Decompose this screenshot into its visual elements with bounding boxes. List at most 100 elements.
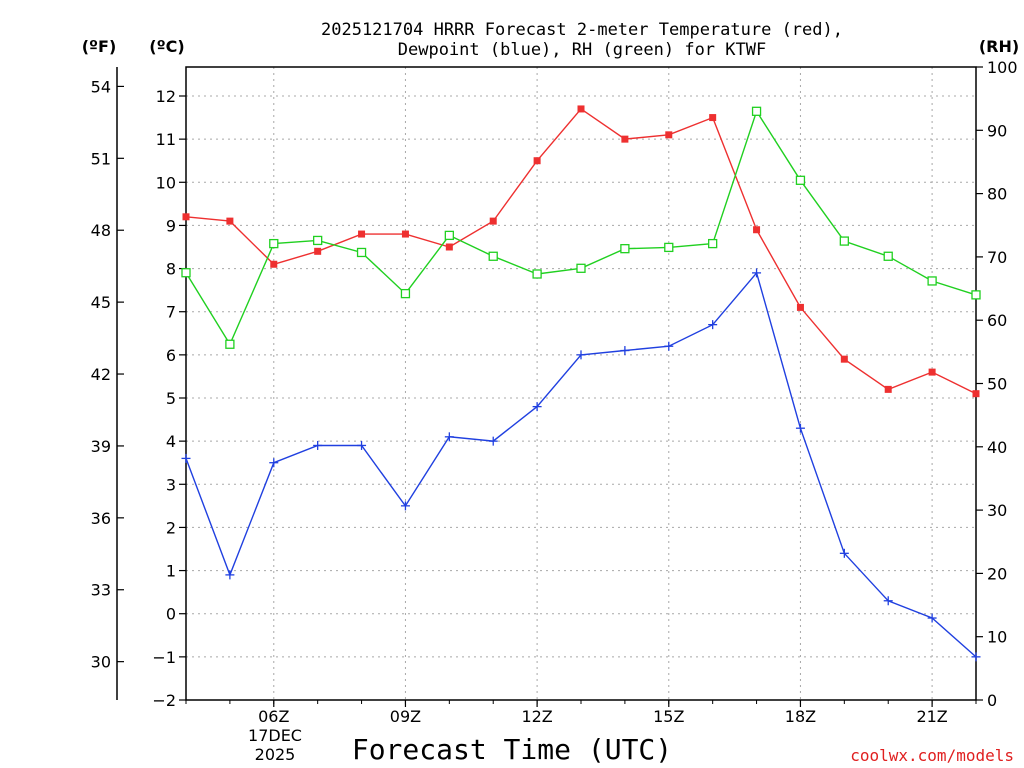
- temperature-point: [972, 390, 980, 398]
- rh-tick-label: 70: [987, 248, 1007, 267]
- axes: [116, 66, 977, 701]
- celsius-tick-label: 0: [166, 605, 176, 624]
- dewpoint-point: [313, 440, 323, 450]
- temperature-point: [182, 213, 190, 221]
- temperature-point: [270, 260, 278, 268]
- chart-title-line-2: Dewpoint (blue), RH (green) for KTWF: [398, 40, 766, 60]
- ticks: −2−1012345678910111230333639424548515401…: [91, 58, 1018, 726]
- fahrenheit-tick-label: 39: [91, 437, 111, 456]
- series: [181, 105, 981, 662]
- series-rh: [181, 106, 981, 349]
- dewpoint-point: [927, 613, 937, 623]
- series-dewpoint: [181, 268, 981, 662]
- series-line-rh: [185, 109, 977, 346]
- dewpoint-point: [620, 346, 630, 356]
- rh-point: [664, 242, 674, 253]
- rh-point: [751, 106, 762, 116]
- rh-point: [488, 251, 498, 261]
- grid: [186, 67, 976, 700]
- celsius-tick-label: 7: [166, 303, 176, 322]
- temperature-point: [753, 226, 761, 234]
- celsius-tick-label: 1: [166, 562, 176, 581]
- rh-tick-label: 60: [987, 311, 1007, 330]
- celsius-tick-label: −2: [152, 691, 176, 710]
- temperature-point: [621, 135, 629, 143]
- temperature-point: [401, 230, 409, 238]
- dewpoint-point: [795, 423, 805, 433]
- rh-point: [839, 236, 849, 246]
- rh-point: [225, 339, 235, 349]
- dewpoint-point: [752, 268, 762, 278]
- celsius-tick-label: −1: [152, 648, 176, 667]
- temperature-point: [665, 131, 673, 139]
- rh-point: [927, 276, 937, 286]
- rh-point: [795, 175, 806, 185]
- series-line-dewpoint: [185, 271, 977, 658]
- rh-tick-label: 0: [987, 691, 997, 710]
- fahrenheit-unit-label: (ºF): [82, 37, 117, 56]
- rh-tick-label: 90: [987, 121, 1007, 140]
- series-temperature: [182, 105, 980, 398]
- temperature-point: [226, 217, 234, 225]
- rh-point: [883, 251, 893, 261]
- dewpoint-point: [444, 432, 454, 442]
- x-tick-label: 15Z: [653, 707, 684, 726]
- temperature-point: [884, 385, 892, 393]
- dewpoint-point: [225, 570, 235, 580]
- rh-tick-label: 30: [987, 501, 1007, 520]
- celsius-tick-label: 6: [166, 346, 176, 365]
- dewpoint-point: [708, 320, 718, 330]
- dewpoint-point: [971, 652, 981, 662]
- date-label-day: 17DEC: [248, 726, 302, 745]
- dewpoint-point: [400, 501, 410, 511]
- x-tick-label: 18Z: [785, 707, 816, 726]
- x-tick-label: 21Z: [916, 707, 947, 726]
- temperature-point: [709, 114, 717, 122]
- rh-tick-label: 100: [987, 58, 1018, 77]
- dewpoint-point: [488, 436, 498, 446]
- credit-text: coolwx.com/models: [850, 746, 1014, 765]
- temperature-point: [840, 355, 848, 363]
- rh-point: [620, 244, 630, 254]
- fahrenheit-tick-label: 48: [91, 221, 111, 240]
- dewpoint-point: [181, 453, 191, 463]
- temperature-point: [928, 368, 936, 376]
- rh-point: [532, 269, 542, 279]
- celsius-tick-label: 9: [166, 216, 176, 235]
- rh-tick-label: 50: [987, 375, 1007, 394]
- rh-point: [269, 238, 279, 249]
- chart-title-line-1: 2025121704 HRRR Forecast 2-meter Tempera…: [321, 20, 843, 40]
- fahrenheit-tick-label: 36: [91, 509, 111, 528]
- celsius-unit-label: (ºC): [149, 37, 184, 56]
- fahrenheit-tick-label: 45: [91, 293, 111, 312]
- rh-point: [444, 230, 454, 241]
- celsius-tick-label: 11: [156, 130, 176, 149]
- dewpoint-point: [357, 440, 367, 450]
- x-axis-title: Forecast Time (UTC): [352, 733, 672, 766]
- celsius-tick-label: 5: [166, 389, 176, 408]
- fahrenheit-tick-label: 54: [91, 77, 111, 96]
- rh-point: [576, 263, 586, 273]
- temperature-point: [358, 230, 366, 238]
- fahrenheit-tick-label: 33: [91, 581, 111, 600]
- rh-point: [708, 238, 718, 249]
- celsius-tick-label: 8: [166, 260, 176, 279]
- temperature-point: [533, 157, 541, 165]
- rh-point: [313, 235, 323, 246]
- celsius-tick-label: 3: [166, 475, 176, 494]
- dewpoint-point: [576, 350, 586, 360]
- fahrenheit-tick-label: 42: [91, 365, 111, 384]
- celsius-tick-label: 12: [156, 87, 176, 106]
- rh-point: [181, 268, 191, 278]
- celsius-tick-label: 2: [166, 518, 176, 537]
- rh-point: [971, 290, 981, 300]
- fahrenheit-tick-label: 51: [91, 149, 111, 168]
- x-tick-label: 06Z: [258, 707, 289, 726]
- temperature-point: [445, 243, 453, 251]
- x-tick-label: 09Z: [390, 707, 421, 726]
- fahrenheit-tick-label: 30: [91, 653, 111, 672]
- temperature-point: [314, 247, 322, 255]
- temperature-point: [796, 303, 804, 311]
- temperature-point: [577, 105, 585, 113]
